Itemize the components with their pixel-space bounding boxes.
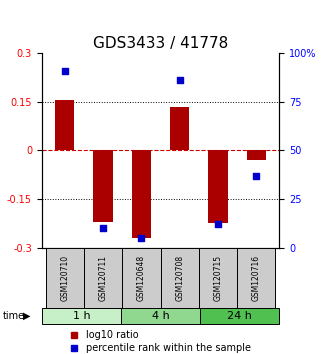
Bar — [200, 308, 279, 324]
Bar — [247, 150, 266, 160]
Point — [100, 225, 106, 231]
Bar — [84, 248, 122, 308]
Text: GSM120715: GSM120715 — [213, 255, 222, 301]
Legend: log10 ratio, percentile rank within the sample: log10 ratio, percentile rank within the … — [70, 330, 251, 353]
Point — [139, 235, 144, 241]
Bar — [122, 248, 160, 308]
Point — [62, 68, 67, 73]
Bar — [46, 248, 84, 308]
Bar — [199, 248, 237, 308]
Bar — [55, 100, 74, 150]
Text: ▶: ▶ — [23, 311, 30, 321]
Title: GDS3433 / 41778: GDS3433 / 41778 — [93, 35, 228, 51]
Bar — [170, 107, 189, 150]
Text: GSM120708: GSM120708 — [175, 255, 184, 301]
Bar — [237, 248, 275, 308]
Text: time: time — [3, 311, 25, 321]
Point — [177, 78, 182, 83]
Bar — [121, 308, 200, 324]
Text: 24 h: 24 h — [227, 311, 252, 321]
Text: GSM120711: GSM120711 — [99, 255, 108, 301]
Bar — [132, 150, 151, 238]
Bar — [93, 150, 113, 222]
Text: GSM120648: GSM120648 — [137, 255, 146, 301]
Point — [254, 173, 259, 178]
Text: 4 h: 4 h — [152, 311, 169, 321]
Text: 1 h: 1 h — [73, 311, 90, 321]
Bar — [160, 248, 199, 308]
Bar — [208, 150, 228, 223]
Bar — [42, 308, 121, 324]
Text: GSM120710: GSM120710 — [60, 255, 69, 301]
Text: GSM120716: GSM120716 — [252, 255, 261, 301]
Point — [215, 222, 221, 227]
